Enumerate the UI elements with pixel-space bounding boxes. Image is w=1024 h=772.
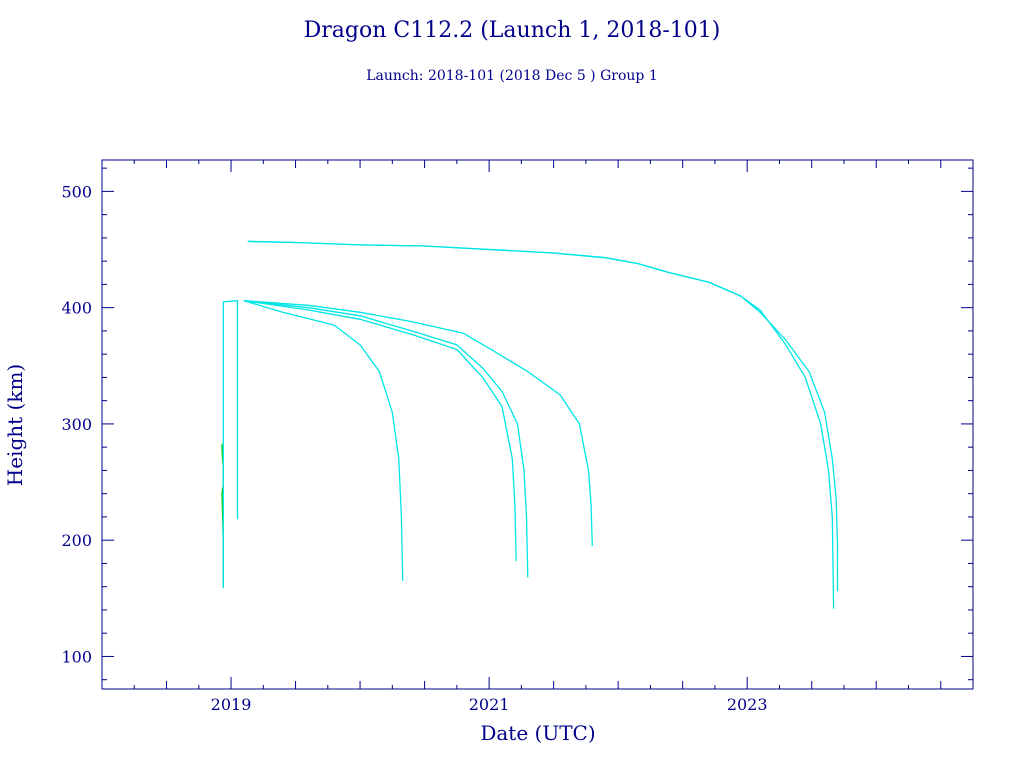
trajectory-line-6	[243, 300, 404, 581]
y-tick-label: 500	[61, 182, 92, 201]
x-tick-label: 2021	[469, 695, 510, 714]
trajectory-line-5	[247, 240, 839, 592]
x-tick-labels: 2019 2021 2023	[211, 695, 768, 714]
trajectory-line-7	[243, 300, 517, 562]
y-axis-label: Height (km)	[3, 364, 27, 486]
chart-title: Dragon C112.2 (Launch 1, 2018-101)	[304, 18, 721, 43]
trajectory-line-4	[247, 240, 835, 609]
chart-subtitle: Launch: 2018-101 (2018 Dec 5 ) Group 1	[366, 68, 657, 84]
trajectory-line-3	[223, 300, 239, 520]
trajectory-line-8	[243, 300, 529, 578]
y-tick-labels: 100 200 300 400 500	[61, 182, 92, 666]
y-tick-label: 100	[61, 647, 92, 666]
x-axis-label: Date (UTC)	[480, 721, 595, 745]
plot-frame	[101, 159, 974, 690]
x-tick-label: 2019	[211, 695, 252, 714]
y-tick-label: 300	[61, 415, 92, 434]
trajectory-line-9	[243, 300, 593, 547]
x-tick-label: 2023	[727, 695, 768, 714]
y-tick-label: 200	[61, 531, 92, 550]
y-tick-label: 400	[61, 299, 92, 318]
trajectory-series	[221, 240, 839, 609]
axis-ticks	[101, 160, 974, 689]
